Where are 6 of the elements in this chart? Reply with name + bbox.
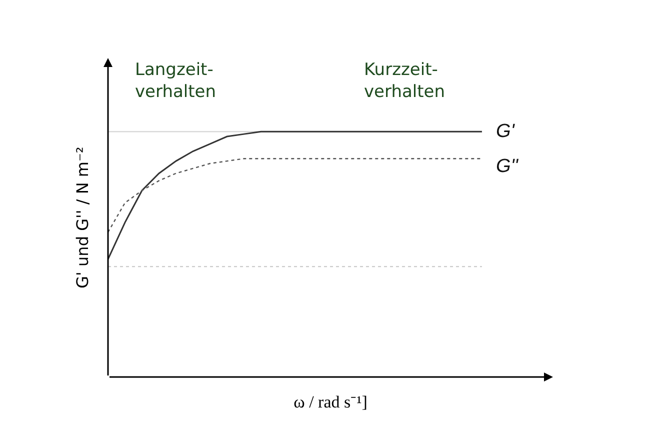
x-axis-title: ω / rad s⁻¹] [294, 392, 368, 412]
text: Kurzzeit- verhalten [364, 60, 446, 102]
text: Langzeit- verhalten [135, 60, 216, 102]
series-label: G' [496, 121, 516, 142]
series-label: G'' [496, 156, 520, 177]
y-axis-title: G' und G'' / N m⁻² [72, 146, 92, 288]
